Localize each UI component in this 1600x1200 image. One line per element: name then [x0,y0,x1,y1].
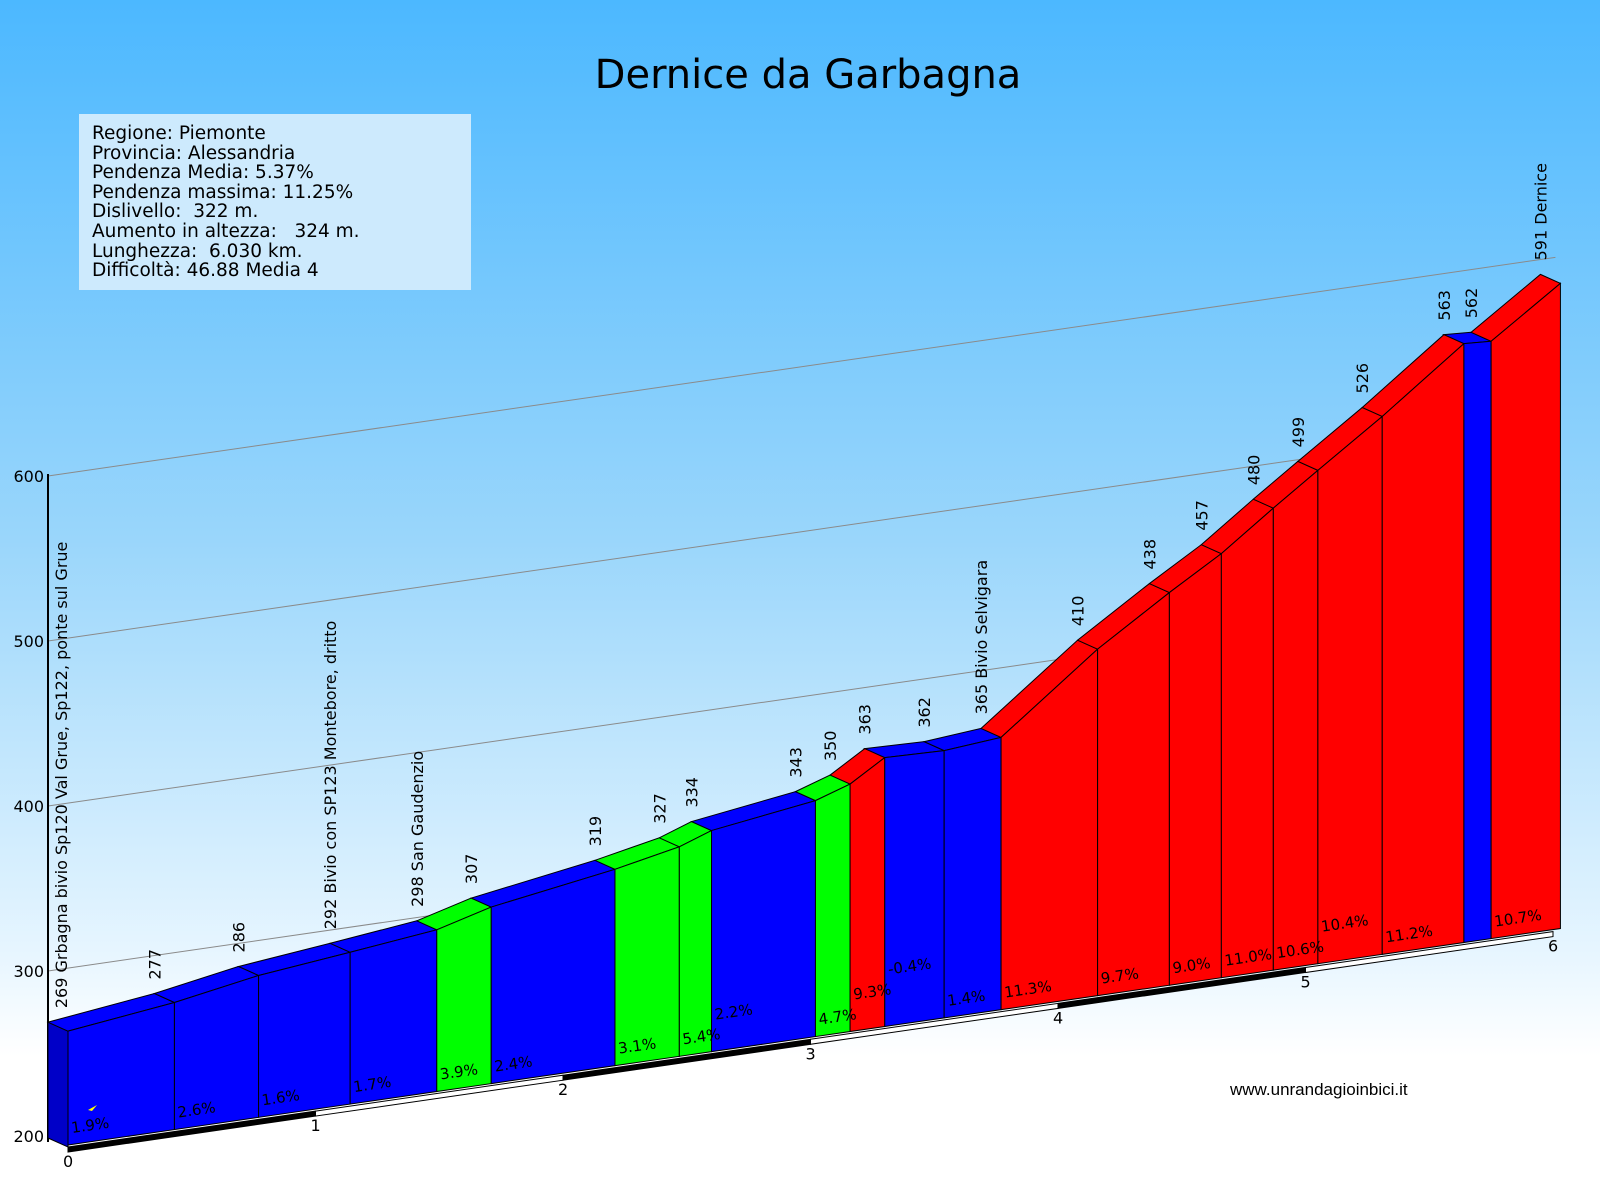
x-tick-label: 3 [806,1044,816,1063]
segment-grade-label: 5.4% [681,1025,721,1048]
elevation-label: 327 [650,793,669,824]
x-tick-label: 6 [1548,937,1558,956]
segment-grade-label: 9.7% [1100,964,1140,987]
elevation-label: 363 [856,704,875,735]
segment-front-face [1381,342,1465,955]
segment-grade-label: 9.3% [852,980,892,1003]
y-tick-label: 600 [13,467,44,486]
elevation-label: 292 Bivio con SP123 Montebore, dritto [321,621,340,930]
x-tick-label: 2 [558,1080,568,1099]
website-credit: www.unrandagioinbici.it [1230,1080,1408,1099]
info-line-regione: Regione: Piemonte [92,123,266,144]
elevation-label: 362 [915,697,934,728]
x-axis-km-band [1305,931,1554,974]
elevation-label: 438 [1140,539,1159,570]
gridline-600 [47,256,1556,477]
segment-grade-label: 2.2% [714,1000,754,1023]
info-line-dislivello: Dislivello: 322 m. [92,201,259,223]
y-tick-label: 500 [13,632,44,651]
info-line-aumento: Aumento in altezza: 324 m. [92,220,360,242]
info-line-difficolta: Difficoltà: 46.88 Media 4 [92,260,319,282]
segment-front-face [614,846,680,1067]
elevation-label: 298 San Gaudenzio [408,751,427,907]
segment-grade-label: 2.4% [493,1052,533,1075]
elevation-label: 563 [1435,290,1454,321]
segment-front-face [1097,591,1170,997]
x-tick-label: 5 [1301,973,1311,992]
y-tick-label: 200 [13,1127,44,1146]
elevation-label: 277 [145,949,164,980]
segment-grade-label: 4.7% [817,1005,857,1028]
segment-front-face [1220,507,1274,979]
elevation-label: 526 [1353,363,1372,394]
elevation-label: 350 [821,731,840,762]
elevation-label: 591 Dernice [1531,163,1550,260]
elevation-label: 457 [1192,500,1211,531]
x-tick-label: 0 [63,1152,73,1171]
segment-front-face [1463,340,1492,944]
x-tick-label: 1 [311,1116,321,1135]
elevation-label: 307 [462,854,481,885]
segment-front-face [814,783,851,1038]
profile-side-face [47,1021,69,1148]
segment-front-face [678,829,712,1057]
segment-grade-label: 1.6% [261,1086,301,1109]
elevation-label: 562 [1462,288,1481,319]
elevation-label: 319 [586,816,605,847]
elevation-label: 269 Grbagna bivio Sp120 Val Grue, Sp122,… [52,542,71,1009]
segment-front-face [1317,415,1383,965]
chart-title: Dernice da Garbagna [594,52,1022,98]
info-line-pendenza-media: Pendenza Media: 5.37% [92,162,314,184]
info-box: Regione: Piemonte Provincia: Alessandria… [79,114,471,290]
segment-front-face [884,750,945,1028]
info-line-lunghezza: Lunghezza: 6.030 km. [92,240,303,262]
segment-grade-label: 9.0% [1171,954,1211,977]
elevation-label: 499 [1289,417,1308,448]
elevation-label: 343 [786,747,805,778]
info-line-pendenza-massima: Pendenza massima: 11.25% [92,181,354,203]
segment-front-face [1272,469,1319,971]
segment-grade-label: 2.6% [176,1098,216,1121]
elevation-label: 365 Bivio Selvigara [972,560,991,715]
segment-grade-label: 1.7% [352,1073,392,1096]
segment-front-face [1490,282,1561,940]
segment-front-face [943,736,1002,1019]
segment-front-face [1168,552,1222,986]
segment-grade-label: 1.9% [70,1114,110,1137]
info-line-provincia: Provincia: Alessandria [92,142,296,164]
elevation-label: 334 [683,777,702,808]
y-tick-label: 300 [13,962,44,981]
y-tick-label: 400 [13,797,44,816]
elevation-label: 410 [1069,596,1088,627]
start-marker-icon [88,1105,97,1111]
elevation-label: 480 [1244,455,1263,486]
segment-front-face [490,868,616,1085]
segment-grade-label: 1.4% [946,987,986,1010]
elevation-label: 286 [230,922,249,953]
segment-grade-label: 3.1% [617,1034,657,1057]
x-tick-label: 4 [1053,1008,1063,1027]
segment-grade-label: 3.9% [439,1060,479,1083]
